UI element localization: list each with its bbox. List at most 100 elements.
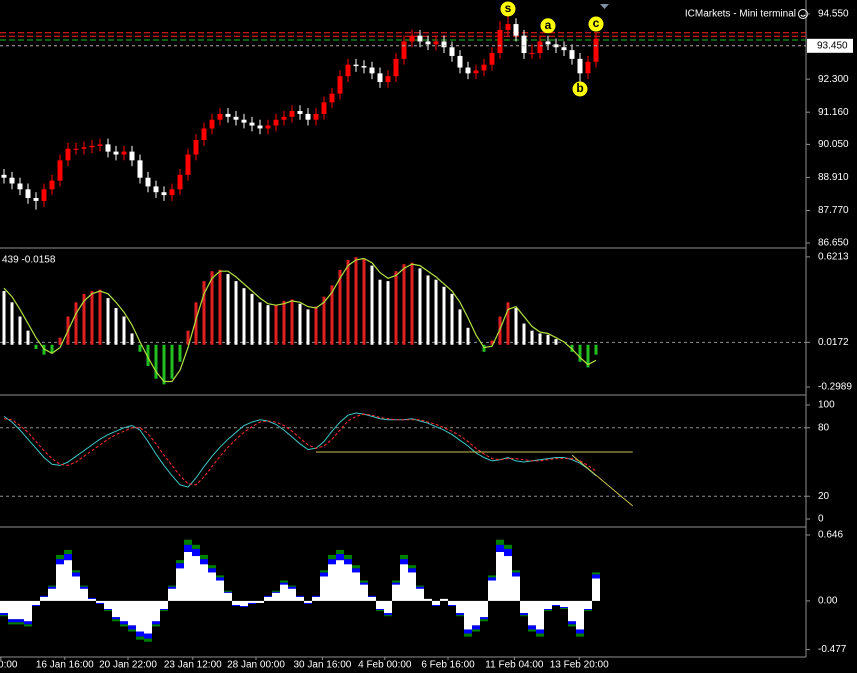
candle-body [265,125,271,129]
stacked-segment [16,619,24,623]
macd-bar [554,339,558,345]
macd-bar [586,344,590,368]
macd-bar [138,344,142,352]
stacked-segment [72,576,80,601]
macd-bar [90,291,94,345]
candle-body [177,174,183,190]
macd-bar [290,299,294,345]
macd-bar [418,268,422,345]
macd-bar [58,337,62,345]
candle-body [401,41,407,59]
stacked-segment [168,586,176,589]
y-tick-label: 90.050 [818,139,849,150]
stacked-segment [384,600,392,614]
candle-body [33,198,39,201]
stacked-segment [200,564,208,601]
wave-marker [500,1,516,17]
macd-bar [82,293,86,345]
stacked-segment [344,559,352,565]
macd-bar [18,316,22,345]
candle-body [329,93,335,103]
stacked-segment [592,574,600,579]
candle-body [369,67,375,74]
stacked-segment [568,621,576,625]
wave-marker [540,18,556,34]
stacked-segment [408,572,416,601]
macd-bar [186,330,190,345]
stacked-segment [552,600,560,605]
stacked-segment [272,592,280,601]
candle-body [9,177,15,184]
stacked-segment [0,600,8,614]
stacked-segment [576,629,584,634]
macd-bar [26,330,30,345]
stacked-segment [88,597,96,599]
stacked-segment [560,608,568,610]
stacked-segment [416,585,424,587]
candle-body [465,67,471,74]
macd-bar [370,265,374,345]
oscillator-line [3,413,597,486]
stacked-segment [208,568,216,573]
x-tick-label: 20 Jan 22:00 [99,660,157,671]
stacked-segment [360,584,368,601]
candle-body [137,160,143,178]
y-tick-label: 0.6213 [818,252,849,263]
macd-bar [354,257,358,345]
stacked-segment [0,613,8,616]
stacked-segment [392,584,400,601]
candle-body [441,41,447,48]
x-tick-label: 4 Feb 00:00 [358,660,412,671]
candle-body [25,189,31,199]
macd-bar [578,344,582,362]
macd-bar [74,302,78,345]
stacked-segment [360,580,368,583]
stacked-segment [592,578,600,601]
stacked-segment [232,600,240,605]
stacked-segment [40,595,48,597]
stacked-segment [568,600,576,622]
stacked-segment [496,551,504,601]
stacked-segment [136,631,144,637]
candle-body [281,116,287,120]
stacked-segment [8,622,16,625]
stacked-segment [192,544,200,549]
macd-bar [258,302,262,345]
stacked-segment [480,619,488,622]
stacked-segment [464,633,472,637]
stacked-segment [56,555,64,560]
stacked-segment [136,600,144,632]
stacked-segment [16,600,24,620]
candle-body [321,102,327,114]
candle-body [457,55,463,68]
stacked-segment [280,582,288,585]
bid-label-box [807,38,853,53]
candle-body [289,111,295,117]
macd-bar [530,330,534,345]
stacked-segment [584,609,592,611]
macd-bar [426,275,430,345]
stacked-segment [288,588,296,601]
stacked-segment [304,602,312,604]
stacked-segment [168,585,176,587]
stacked-segment [184,539,192,545]
stacked-segment [272,591,280,593]
candle-body [145,177,151,187]
macd-bar [130,333,134,345]
bid-label: 93.450 [817,40,848,51]
stacked-segment [280,580,288,583]
y-tick-label: 88.910 [818,172,849,183]
candle-body [81,147,87,149]
stacked-segment [24,624,32,627]
macd-bar [514,307,518,345]
stacked-segment [544,600,552,610]
x-tick-label: 0 00:00 [0,660,18,671]
stacked-segment [0,615,8,617]
stacked-segment [40,596,48,601]
macd-bar [322,296,326,345]
stacked-segment [320,572,328,577]
stacked-segment [96,600,104,603]
macd-bar [146,344,150,366]
stacked-segment [240,600,248,607]
stacked-segment [528,629,536,632]
